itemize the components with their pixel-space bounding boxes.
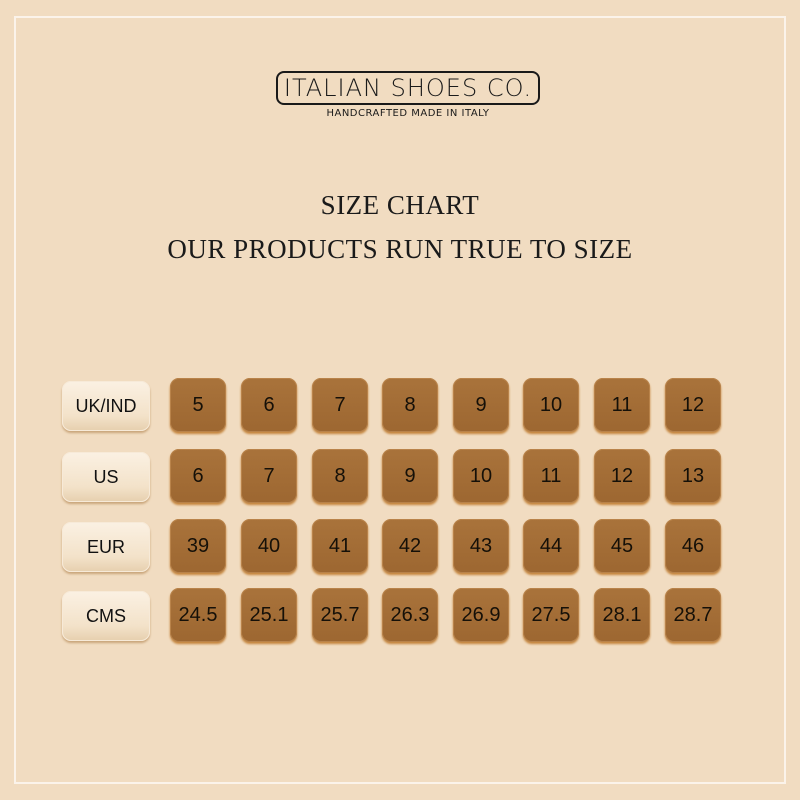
size-cell: 43	[453, 519, 509, 573]
size-cell: 8	[382, 378, 438, 432]
size-cell: 9	[382, 449, 438, 503]
row-label: UK/IND	[62, 381, 150, 431]
size-cell: 26.9	[453, 588, 509, 642]
size-cell: 25.1	[241, 588, 297, 642]
size-cell: 8	[312, 449, 368, 503]
size-cell: 44	[523, 519, 579, 573]
size-cell: 12	[594, 449, 650, 503]
page-subtitle: OUR PRODUCTS RUN TRUE TO SIZE	[167, 234, 633, 264]
size-cell: 6	[170, 449, 226, 503]
size-cell: 40	[241, 519, 297, 573]
brand-logo: ITALIAN SHOES CO.	[276, 71, 540, 105]
size-cell: 12	[665, 378, 721, 432]
size-cell: 5	[170, 378, 226, 432]
size-cell: 28.1	[594, 588, 650, 642]
size-cell: 6	[241, 378, 297, 432]
size-cell: 10	[453, 449, 509, 503]
size-cell: 24.5	[170, 588, 226, 642]
size-cell: 42	[382, 519, 438, 573]
row-label: EUR	[62, 522, 150, 572]
size-cell: 46	[665, 519, 721, 573]
size-cell: 41	[312, 519, 368, 573]
size-cell: 11	[523, 449, 579, 503]
page-border	[14, 16, 786, 784]
brand-tagline: HANDCRAFTED MADE IN ITALY	[326, 108, 490, 119]
size-cell: 28.7	[665, 588, 721, 642]
size-cell: 9	[453, 378, 509, 432]
size-cell: 39	[170, 519, 226, 573]
size-cell: 25.7	[312, 588, 368, 642]
size-row: EUR 39 40 41 42 43 44 45 46	[0, 519, 800, 575]
size-cell: 27.5	[523, 588, 579, 642]
size-cell: 7	[312, 378, 368, 432]
size-row: UK/IND 5 6 7 8 9 10 11 12	[0, 378, 800, 434]
size-cell: 26.3	[382, 588, 438, 642]
row-label: CMS	[62, 591, 150, 641]
row-label: US	[62, 452, 150, 502]
size-cell: 13	[665, 449, 721, 503]
size-row: US 6 7 8 9 10 11 12 13	[0, 449, 800, 505]
size-row: CMS 24.5 25.1 25.7 26.3 26.9 27.5 28.1 28.7	[0, 588, 800, 644]
page-title: SIZE CHART	[320, 190, 480, 220]
size-cell: 11	[594, 378, 650, 432]
size-cell: 45	[594, 519, 650, 573]
size-cell: 7	[241, 449, 297, 503]
size-cell: 10	[523, 378, 579, 432]
